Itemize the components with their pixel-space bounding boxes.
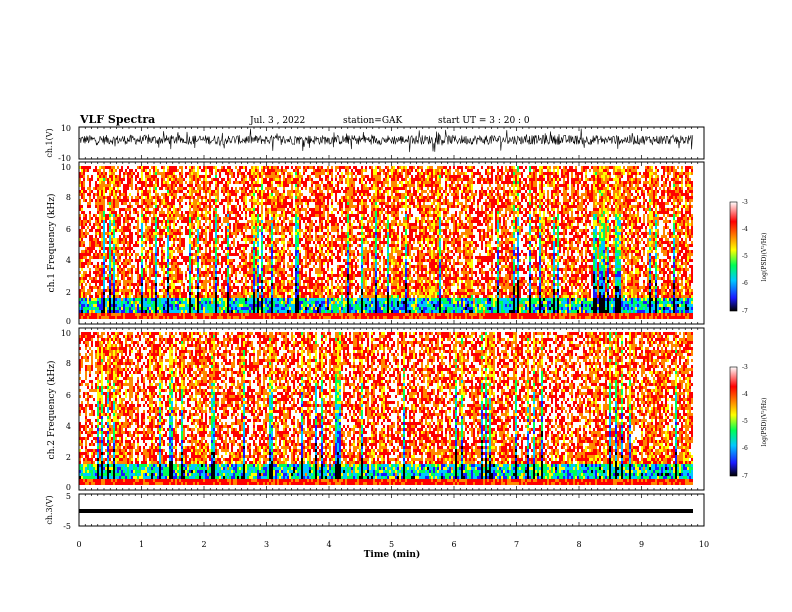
ch1-ytick-bottom: -10 [58, 154, 71, 163]
ch1-ytick-6: 6 [66, 225, 71, 234]
x-axis-tick-labels: 0 1 2 3 4 5 6 7 8 9 10 [76, 540, 709, 549]
x-tick-label: 1 [139, 540, 144, 549]
ch3-ytick-top: 5 [66, 492, 71, 501]
x-axis-label: Time (min) [364, 549, 421, 560]
ch2-colorbar-gradient [729, 366, 738, 477]
ch2-spectrogram-ylabel: ch.2 Frequency (kHz) [46, 361, 57, 460]
ch2-colorbar-label: log(PSD)(V²/Hz) [761, 398, 768, 447]
ch1-waveform-trace [78, 128, 694, 153]
ch2-spectrogram-image [79, 332, 693, 485]
ch1-ytick-4: 4 [66, 256, 71, 265]
x-tick-label: 6 [451, 540, 456, 549]
ch2-ytick-10: 10 [61, 329, 71, 338]
ch2-spectrogram-yticks: 0 2 4 6 8 10 [61, 329, 71, 492]
x-tick-label: 9 [639, 540, 644, 549]
ch1-ytick-0: 0 [66, 317, 71, 326]
ch2-cbar-tick-m6: -6 [742, 445, 748, 452]
start-time-label: start UT = 3 : 20 : 0 [438, 116, 530, 126]
ch1-ytick-2: 2 [66, 288, 71, 297]
ch1-cbar-tick-m3: -3 [742, 199, 748, 206]
ch1-ytick-10: 10 [61, 163, 71, 172]
ch1-cbar-tick-m5: -5 [742, 253, 748, 260]
figure-title: VLF Spectra [79, 113, 155, 126]
ch2-colorbar: -3 -4 -5 -6 -7 log(PSD)(V²/Hz) [729, 364, 768, 480]
axis-tick-marks [78, 127, 705, 526]
ch2-cbar-tick-m5: -5 [742, 418, 748, 425]
ch1-spectrogram-ylabel: ch.1 Frequency (kHz) [46, 194, 57, 293]
ch1-spectrogram-yticks: 0 2 4 6 8 10 [61, 163, 71, 326]
ch2-cbar-tick-m3: -3 [742, 364, 748, 371]
ch1-colorbar-gradient [729, 201, 738, 312]
ch1-cbar-tick-m6: -6 [742, 280, 748, 287]
ch1-colorbar-label: log(PSD)(V²/Hz) [761, 233, 768, 282]
date-label: Jul. 3 , 2022 [249, 116, 305, 126]
x-tick-label: 2 [201, 540, 206, 549]
ch2-ytick-2: 2 [66, 453, 71, 462]
ch1-cbar-tick-m4: -4 [742, 226, 748, 233]
x-tick-label: 0 [76, 540, 81, 549]
ch3-waveform-ylabel: ch.3(V) [45, 495, 54, 524]
x-tick-label: 8 [576, 540, 581, 549]
ch2-cbar-tick-m7: -7 [742, 473, 748, 480]
ch1-cbar-tick-m7: -7 [742, 308, 748, 315]
ch2-ytick-6: 6 [66, 391, 71, 400]
station-label: station=GAK [343, 116, 403, 126]
ch3-waveform-panel: 5 -5 ch.3(V) 0 1 2 3 4 5 6 7 8 9 10 Time (min) [45, 492, 709, 560]
x-tick-label: 7 [514, 540, 519, 549]
ch1-waveform-panel: 10 -10 ch.1(V) [45, 124, 705, 163]
ch2-spectrogram-panel: 0 2 4 6 8 10 ch.2 Frequency (kHz) [46, 327, 705, 492]
x-tick-label: 5 [389, 540, 394, 549]
ch2-cbar-tick-m4: -4 [742, 391, 748, 398]
x-tick-label: 3 [264, 540, 269, 549]
ch2-ytick-0: 0 [66, 483, 71, 492]
ch1-spectrogram-panel: 0 2 4 6 8 10 ch.1 Frequency (kHz) [46, 161, 705, 326]
ch2-ytick-8: 8 [66, 359, 71, 368]
ch1-ytick-8: 8 [66, 193, 71, 202]
ch2-ytick-4: 4 [66, 422, 71, 431]
ch1-ytick-top: 10 [61, 124, 71, 133]
ch1-colorbar: -3 -4 -5 -6 -7 log(PSD)(V²/Hz) [729, 199, 768, 315]
x-tick-label: 10 [699, 540, 709, 549]
ch1-waveform-ylabel: ch.1(V) [45, 128, 54, 157]
ch3-ytick-bottom: -5 [63, 522, 71, 531]
x-tick-label: 4 [326, 540, 331, 549]
ch1-spectrogram-image [79, 166, 693, 319]
